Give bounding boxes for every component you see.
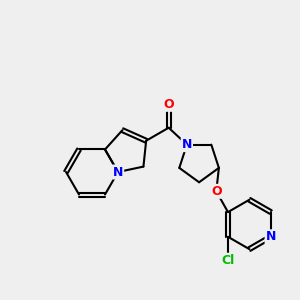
Text: N: N xyxy=(266,230,276,243)
Text: Cl: Cl xyxy=(221,254,235,267)
Text: O: O xyxy=(211,185,222,198)
Text: N: N xyxy=(182,138,192,151)
Text: O: O xyxy=(164,98,174,111)
Text: N: N xyxy=(113,166,123,178)
